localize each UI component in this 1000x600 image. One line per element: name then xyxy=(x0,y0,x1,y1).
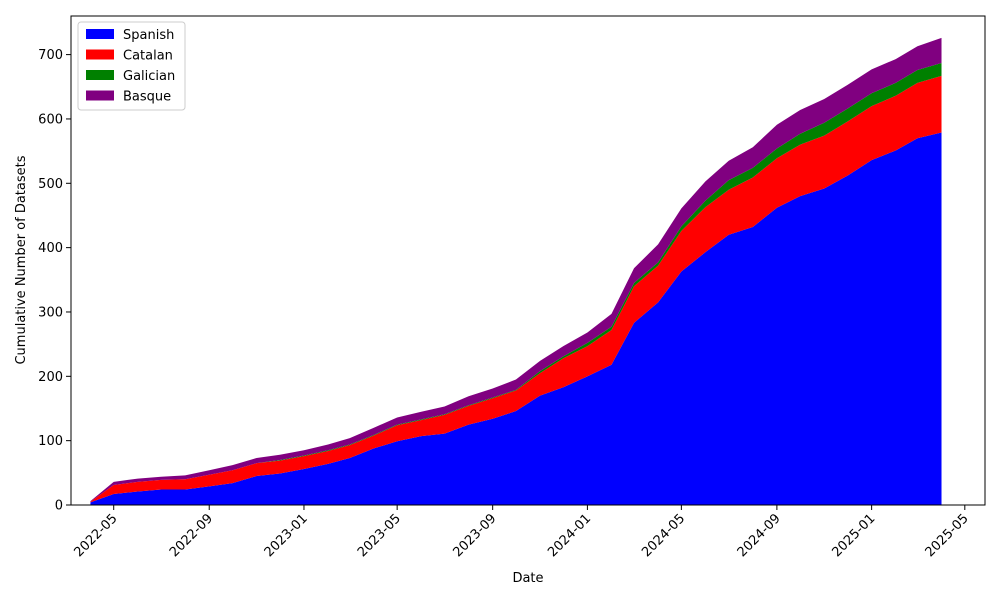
stacked-areas xyxy=(90,37,942,505)
y-tick-label: 200 xyxy=(38,370,63,385)
y-axis: 0 100 200 300 400 500 600 700 xyxy=(38,48,71,514)
x-axis-title: Date xyxy=(512,571,543,586)
y-tick-label: 700 xyxy=(38,48,63,63)
area-basque xyxy=(90,37,942,502)
y-tick-label: 0 xyxy=(55,499,63,514)
x-tick-label: 2023-09 xyxy=(450,511,499,560)
y-tick-label: 400 xyxy=(38,241,63,256)
area-galician xyxy=(90,62,942,502)
legend-label-basque: Basque xyxy=(123,90,171,105)
x-tick-label: 2025-01 xyxy=(829,511,878,560)
y-tick-label: 100 xyxy=(38,434,63,449)
y-tick-label: 300 xyxy=(38,305,63,320)
legend-swatch-spanish xyxy=(86,29,114,39)
legend-frame xyxy=(77,21,186,111)
legend-swatch-catalan xyxy=(86,49,114,60)
x-tick-label: 2024-09 xyxy=(735,511,784,560)
legend-label-spanish: Spanish xyxy=(123,28,174,43)
x-tick-label: 2025-05 xyxy=(923,511,972,560)
area-spanish xyxy=(90,132,942,505)
x-tick-label: 2023-05 xyxy=(355,511,404,560)
x-axis: 2022-05 2022-09 2023-01 2023-05 2023-09 2024-… xyxy=(72,505,972,560)
plot-frame xyxy=(70,15,986,506)
x-tick-label: 2024-05 xyxy=(639,511,688,560)
x-tick-label: 2023-01 xyxy=(262,511,311,560)
legend-label-galician: Galician xyxy=(123,69,175,84)
legend-swatch-galician xyxy=(86,70,114,80)
x-tick-label: 2022-09 xyxy=(167,511,216,560)
area-catalan xyxy=(90,75,942,503)
legend-label-catalan: Catalan xyxy=(123,49,173,64)
legend: Spanish Catalan Galician Basque xyxy=(77,21,186,111)
y-tick-label: 600 xyxy=(38,112,63,127)
legend-swatch-basque xyxy=(86,90,114,101)
y-tick-label: 500 xyxy=(38,177,63,192)
x-tick-label: 2024-01 xyxy=(545,511,594,560)
x-tick-label: 2022-05 xyxy=(72,511,121,560)
y-axis-title: Cumulative Number of Datasets xyxy=(14,155,29,364)
